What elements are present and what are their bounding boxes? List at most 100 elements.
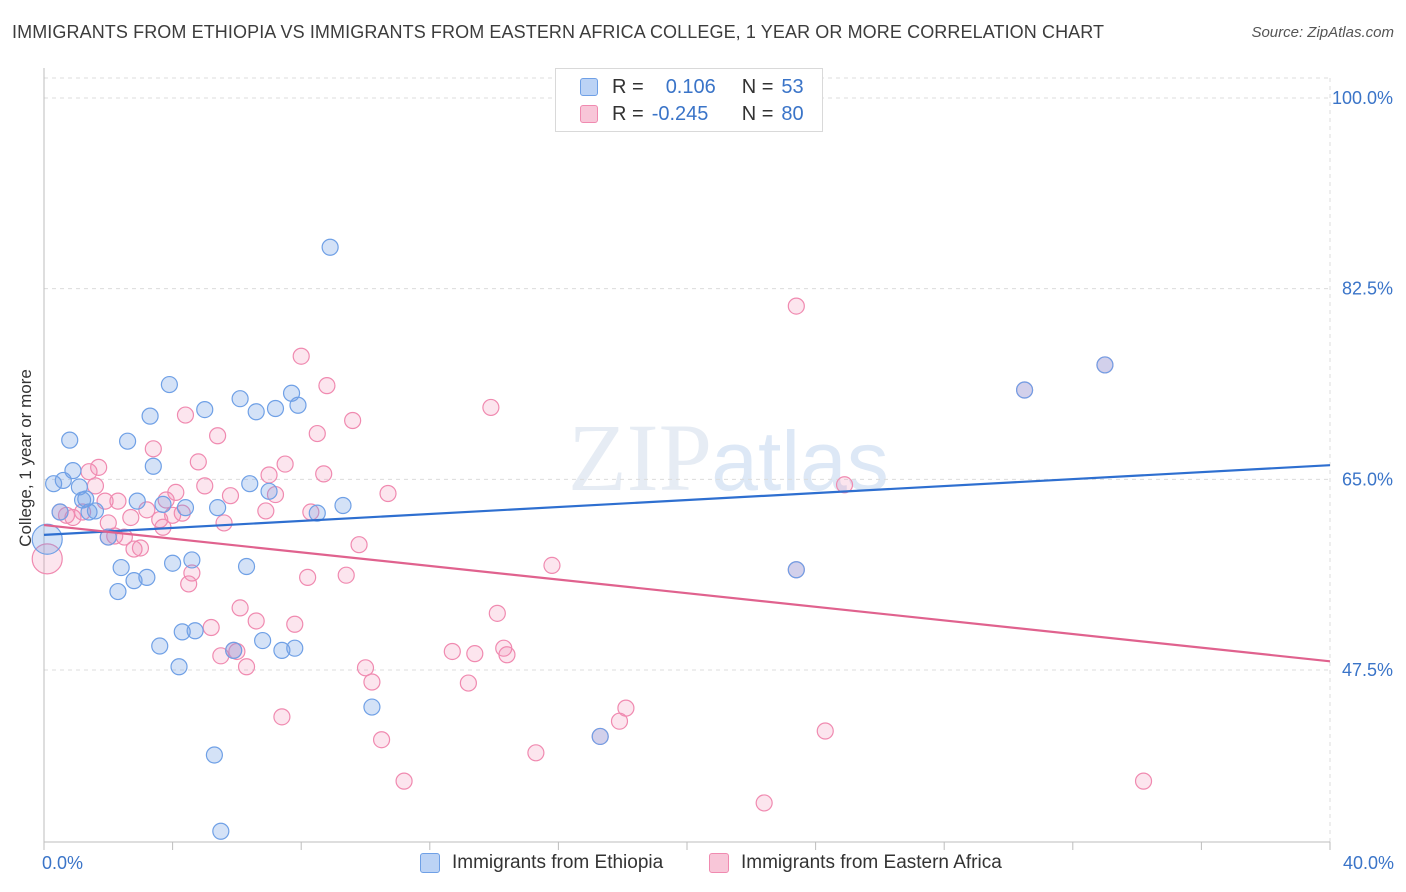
eastern-africa-point bbox=[273, 708, 291, 726]
ethiopia-point bbox=[241, 475, 259, 493]
ethiopia-point bbox=[31, 523, 63, 555]
ethiopia-point bbox=[51, 503, 69, 521]
ethiopia-point bbox=[225, 641, 243, 659]
ethiopia-point bbox=[787, 561, 805, 579]
ethiopia-point bbox=[205, 746, 223, 764]
ethiopia-point bbox=[164, 554, 182, 572]
eastern-africa-point bbox=[372, 731, 391, 749]
ethiopia-point bbox=[109, 582, 127, 601]
ethiopia-point bbox=[289, 396, 307, 414]
eastern-africa-point bbox=[90, 458, 108, 476]
watermark: ZIP bbox=[568, 404, 712, 511]
ethiopia-point bbox=[138, 568, 156, 586]
eastern-africa-point bbox=[109, 492, 127, 510]
eastern-africa-point bbox=[443, 642, 461, 661]
eastern-africa-point bbox=[350, 536, 368, 554]
eastern-africa-point bbox=[816, 722, 834, 740]
ethiopia-legend-label: Immigrants from Ethiopia bbox=[452, 852, 664, 873]
ethiopia-point bbox=[77, 490, 95, 508]
ethiopia-point bbox=[237, 557, 256, 576]
eastern-africa-point bbox=[125, 540, 143, 558]
eastern-africa-point bbox=[202, 618, 220, 637]
ethiopia-point bbox=[125, 572, 143, 590]
source-credit: Source: ZipAtlas.com bbox=[1251, 24, 1394, 41]
eastern-africa-point bbox=[221, 487, 240, 505]
eastern-africa-point bbox=[189, 453, 207, 471]
eastern-africa-point bbox=[73, 503, 92, 521]
watermark-atlas: atlas bbox=[711, 414, 888, 508]
legend-item-eastern-africa: Immigrants from Eastern Africa bbox=[709, 852, 1002, 874]
ethiopia-trend-line bbox=[43, 464, 1331, 536]
eastern-africa-point bbox=[144, 440, 162, 458]
ethiopia-point bbox=[64, 462, 82, 480]
eastern-africa-point bbox=[308, 424, 326, 443]
eastern-africa-point bbox=[286, 615, 304, 633]
legend-row-eastern-africa: R = -0.245 N = 80 bbox=[580, 102, 804, 126]
eastern-africa-point bbox=[1134, 772, 1153, 790]
ethiopia-point bbox=[128, 492, 146, 510]
legend-item-ethiopia: Immigrants from Ethiopia bbox=[420, 852, 663, 874]
ethiopia-point bbox=[186, 622, 204, 640]
eastern-africa-point bbox=[835, 476, 854, 494]
eastern-africa-point bbox=[180, 575, 198, 593]
ethiopia-point bbox=[170, 658, 188, 676]
chart-title: IMMIGRANTS FROM ETHIOPIA VS IMMIGRANTS F… bbox=[12, 22, 1105, 42]
eastern-africa-point bbox=[617, 699, 635, 717]
n-label: N = bbox=[741, 75, 774, 98]
eastern-africa-point bbox=[527, 744, 545, 762]
ethiopia-point bbox=[231, 390, 249, 408]
ethiopia-swatch bbox=[580, 78, 598, 96]
eastern-africa-point bbox=[498, 646, 516, 664]
eastern-africa-point bbox=[318, 377, 336, 395]
eastern-africa-point bbox=[787, 297, 805, 315]
ethiopia-point bbox=[173, 623, 191, 641]
ethiopia-point bbox=[209, 499, 227, 517]
eastern-africa-point bbox=[138, 501, 156, 519]
ethiopia-point bbox=[86, 502, 105, 520]
ethiopia-point bbox=[363, 698, 381, 716]
eastern-africa-point bbox=[395, 772, 413, 790]
ethiopia-point bbox=[61, 431, 79, 449]
ethiopia-point bbox=[176, 499, 195, 517]
ethiopia-legend-swatch bbox=[420, 853, 440, 873]
y-tick-label: 100.0% bbox=[1332, 88, 1393, 108]
eastern-africa-point bbox=[466, 645, 484, 663]
eastern-africa-point bbox=[215, 514, 233, 532]
eastern-africa-point bbox=[543, 556, 561, 575]
y-axis-label: College, 1 year or more bbox=[16, 369, 35, 547]
eastern-africa-point bbox=[459, 674, 477, 692]
ethiopia-point bbox=[321, 238, 339, 256]
eastern-africa-point bbox=[363, 673, 381, 691]
eastern-africa-legend-swatch bbox=[709, 853, 729, 873]
ethiopia-point bbox=[286, 639, 304, 657]
r-label: R = bbox=[612, 75, 644, 98]
eastern-africa-point bbox=[260, 466, 278, 484]
eastern-africa-point bbox=[196, 477, 214, 495]
legend-row-ethiopia: R = 0.106 N = 53 bbox=[580, 75, 804, 99]
r-label: R = bbox=[612, 102, 644, 125]
eastern-africa-point bbox=[292, 347, 310, 365]
eastern-africa-point bbox=[337, 566, 355, 584]
ethiopia-point bbox=[80, 503, 98, 521]
eastern-africa-point bbox=[276, 455, 294, 473]
x-tick-max: 40.0% bbox=[1342, 853, 1394, 873]
ethiopia-point bbox=[273, 641, 291, 659]
n-value-eastern-africa: 80 bbox=[781, 102, 804, 125]
ethiopia-point bbox=[112, 558, 130, 577]
eastern-africa-point bbox=[257, 502, 275, 520]
eastern-africa-point bbox=[183, 564, 201, 582]
ethiopia-point bbox=[1015, 381, 1034, 399]
ethiopia-point bbox=[254, 631, 272, 650]
n-value-ethiopia: 53 bbox=[781, 75, 804, 98]
y-tick-label: 65.0% bbox=[1342, 469, 1393, 489]
ethiopia-point bbox=[334, 496, 352, 515]
eastern-africa-legend-label: Immigrants from Eastern Africa bbox=[741, 852, 1002, 873]
n-label: N = bbox=[741, 102, 774, 125]
eastern-africa-point bbox=[237, 658, 256, 676]
eastern-africa-point bbox=[31, 543, 63, 575]
ethiopia-point bbox=[45, 475, 63, 493]
r-value-eastern-africa: -0.245 bbox=[651, 102, 709, 125]
ethiopia-point bbox=[266, 399, 285, 418]
eastern-africa-swatch bbox=[580, 105, 598, 123]
